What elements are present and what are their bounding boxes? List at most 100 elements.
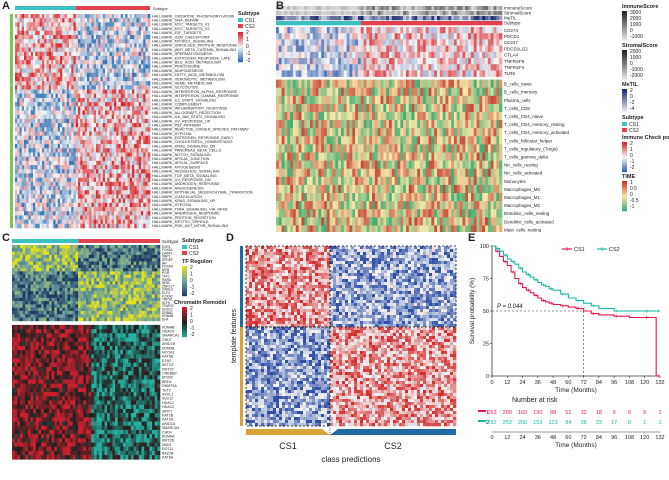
heat-cell	[324, 128, 328, 137]
heat-cell	[73, 51, 77, 57]
checkpoint-gene-label: CTLA4	[504, 53, 519, 58]
heat-cell	[64, 207, 68, 212]
heat-cell	[64, 93, 68, 99]
heat-cell	[98, 68, 101, 74]
heat-cell	[69, 76, 72, 82]
heat-cell	[360, 51, 364, 59]
hallmark-row-label: HALLMARK_COMPLEMENT	[152, 102, 202, 106]
heat-cell	[360, 33, 364, 40]
heat-cell	[78, 123, 81, 128]
heat-cell	[145, 93, 149, 99]
heat-cell	[487, 27, 492, 34]
heat-cell	[42, 26, 45, 32]
heat-cell	[118, 156, 122, 162]
heat-cell	[53, 85, 56, 90]
heat-cell	[105, 18, 108, 23]
heat-cell	[42, 186, 45, 191]
heat-cell	[62, 144, 65, 149]
heat-cell	[487, 6, 492, 11]
heat-cell	[53, 64, 56, 69]
hallmark-row-label: HALLMARK_HEDGEHOG_SIGNALING	[152, 170, 220, 174]
heat-cell	[307, 58, 311, 65]
heat-cell	[479, 39, 483, 46]
heat-cell	[420, 58, 424, 65]
heat-cell	[19, 76, 23, 82]
legend-scale-tick: 2	[246, 30, 249, 36]
heat-cell	[147, 47, 151, 53]
heat-cell	[78, 160, 81, 166]
heat-cell	[114, 18, 117, 23]
heat-cell	[134, 123, 137, 128]
heat-cell	[93, 165, 97, 170]
heat-cell	[55, 43, 59, 48]
heat-cell	[91, 169, 95, 174]
heat-cell	[98, 26, 101, 32]
heat-cell	[312, 27, 316, 34]
heat-cell	[21, 177, 25, 183]
heat-cell	[394, 144, 398, 153]
heat-cell	[428, 64, 432, 71]
heat-cell	[33, 30, 36, 36]
heat-cell	[33, 144, 36, 149]
heat-cell	[400, 103, 404, 113]
heat-cell	[499, 70, 503, 77]
heat-cell	[51, 127, 54, 132]
heat-cell	[17, 93, 20, 99]
heat-cell	[287, 136, 291, 145]
heat-cell	[120, 106, 124, 111]
heat-cell	[87, 18, 90, 23]
heat-cell	[360, 95, 364, 105]
heat-cell	[346, 152, 350, 161]
heat-cell	[46, 34, 50, 40]
heat-cell	[105, 219, 108, 225]
heat-cell	[21, 18, 25, 23]
legend-scale-step	[238, 50, 243, 52]
heat-cell	[91, 93, 95, 99]
heat-cell	[39, 68, 43, 74]
heat-cell	[476, 11, 480, 16]
heat-cell	[125, 211, 128, 216]
heat-cell	[145, 85, 149, 90]
heat-cell	[307, 27, 311, 34]
heat-cell	[30, 135, 34, 141]
heat-cell	[33, 106, 36, 111]
heat-cell	[120, 139, 124, 145]
heat-cell	[71, 207, 74, 212]
heat-cell	[89, 219, 92, 225]
heat-cell	[366, 160, 370, 169]
heat-cell	[400, 79, 404, 88]
heat-cell	[141, 219, 144, 225]
heat-cell	[386, 27, 390, 34]
heat-cell	[141, 207, 144, 212]
heat-cell	[98, 148, 101, 153]
heat-cell	[71, 198, 74, 204]
heat-cell	[62, 76, 65, 82]
heat-cell	[340, 136, 345, 145]
heat-cell	[363, 6, 367, 11]
heat-cell	[136, 186, 140, 191]
heat-cell	[295, 58, 299, 65]
heat-cell	[102, 18, 106, 23]
heat-cell	[39, 106, 43, 111]
heat-cell	[284, 33, 288, 40]
heat-cell	[98, 47, 101, 53]
heat-cell	[33, 123, 36, 128]
heat-cell	[105, 118, 108, 124]
heat-cell	[487, 51, 492, 59]
heat-cell	[141, 102, 144, 107]
heat-cell	[69, 85, 72, 90]
heat-cell	[37, 43, 41, 48]
heat-cell	[451, 112, 455, 121]
heat-cell	[60, 51, 63, 57]
heat-cell	[98, 30, 101, 36]
heat-cell	[386, 64, 390, 71]
heat-cell	[309, 21, 314, 26]
heat-cell	[28, 60, 32, 65]
heat-cell	[372, 79, 376, 88]
heat-cell	[66, 144, 70, 149]
heat-cell	[292, 128, 297, 137]
heat-cell	[360, 120, 364, 129]
heat-cell	[123, 39, 126, 44]
heat-cell	[357, 136, 362, 145]
heat-cell	[37, 198, 41, 204]
